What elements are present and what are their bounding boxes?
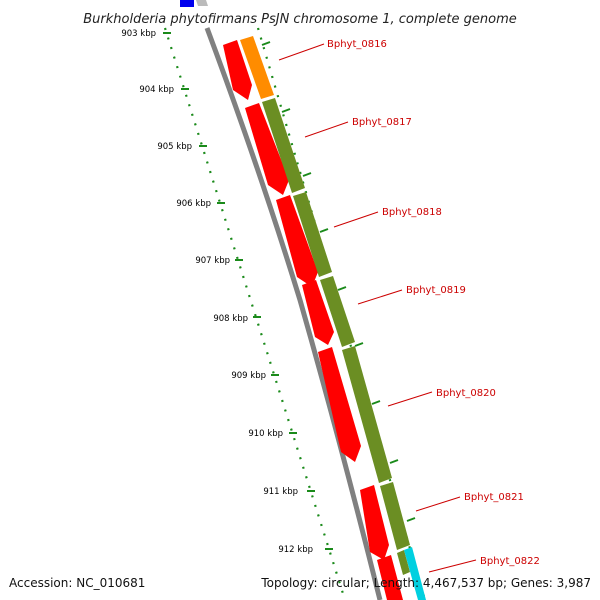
cds-block[interactable]	[318, 347, 361, 462]
gene-label-bphyt-0820[interactable]: Bphyt_0820	[436, 388, 496, 399]
gene-label-bphyt-0822[interactable]: Bphyt_0822	[480, 556, 540, 567]
tick-label: 912 kbp	[278, 545, 313, 555]
grey-feature	[196, 0, 208, 6]
genome-summary-text: Topology: circular; Length: 4,467,537 bp…	[260, 576, 591, 590]
gene-block-cyan[interactable]	[404, 547, 426, 600]
tick-label: 908 kbp	[213, 314, 248, 324]
cds-block[interactable]	[377, 555, 403, 600]
gene-labels: Bphyt_0816 Bphyt_0817 Bphyt_0818 Bphyt_0…	[327, 39, 540, 567]
gene-block[interactable]	[397, 550, 410, 575]
gene-block[interactable]	[380, 482, 410, 550]
gene-block-orange[interactable]	[240, 36, 274, 99]
cds-block[interactable]	[223, 40, 252, 100]
gene-label-bphyt-0821[interactable]: Bphyt_0821	[464, 492, 524, 503]
tick-label: 903 kbp	[121, 29, 156, 39]
major-ticks-outer	[261, 41, 416, 522]
gene-block[interactable]	[320, 276, 355, 347]
tick-label: 910 kbp	[248, 429, 283, 439]
cds-block[interactable]	[302, 280, 334, 345]
tick-label: 905 kbp	[157, 142, 192, 152]
tick-label: 911 kbp	[263, 487, 298, 497]
gene-label-bphyt-0818[interactable]: Bphyt_0818	[382, 207, 442, 218]
gene-label-bphyt-0819[interactable]: Bphyt_0819	[406, 285, 466, 296]
gene-label-bphyt-0816[interactable]: Bphyt_0816	[327, 39, 387, 50]
cds-block[interactable]	[245, 103, 289, 195]
blue-feature	[180, 0, 194, 7]
cds-block[interactable]	[276, 195, 318, 287]
genome-backbone	[204, 27, 383, 600]
gene-track	[240, 36, 426, 600]
cds-track-red	[223, 40, 403, 600]
cds-block[interactable]	[360, 485, 389, 560]
gene-block[interactable]	[342, 346, 392, 483]
gene-block[interactable]	[262, 98, 305, 193]
gene-label-leaders	[278, 43, 477, 573]
accession-text: Accession: NC_010681	[9, 576, 145, 590]
tick-labels: 903 kbp 904 kbp 905 kbp 906 kbp 907 kbp …	[121, 29, 313, 555]
gene-label-bphyt-0817[interactable]: Bphyt_0817	[352, 117, 412, 128]
tick-label: 906 kbp	[176, 199, 211, 209]
tick-label: 909 kbp	[231, 371, 266, 381]
gene-block[interactable]	[293, 192, 332, 277]
major-ticks-inner	[163, 32, 333, 550]
map-title: Burkholderia phytofirmans PsJN chromosom…	[83, 12, 517, 27]
tick-label: 904 kbp	[139, 85, 174, 95]
tick-label: 907 kbp	[195, 256, 230, 266]
